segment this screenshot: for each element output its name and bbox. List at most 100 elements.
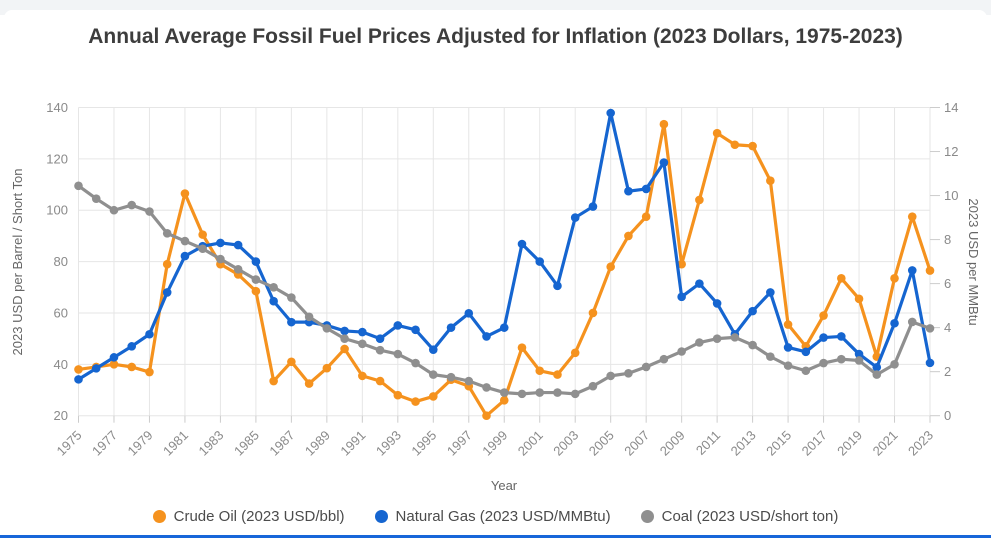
- data-point-crude-oil: [570, 348, 580, 358]
- x-tick-label: 2003: [550, 428, 581, 459]
- data-point-crude-oil: [748, 141, 757, 151]
- x-tick-label: 1987: [266, 428, 297, 459]
- y-tick-label-left: 100: [46, 203, 68, 218]
- data-point-coal: [659, 354, 669, 364]
- data-point-coal: [854, 356, 864, 365]
- data-point-natural-gas: [659, 158, 669, 167]
- x-tick-label: 2007: [621, 428, 652, 459]
- data-point-crude-oil: [287, 357, 296, 367]
- legend-label: Natural Gas (2023 USD/MMBtu): [395, 508, 611, 525]
- data-point-coal: [819, 358, 828, 368]
- data-point-coal: [677, 347, 686, 356]
- data-point-coal: [907, 317, 917, 327]
- y-tick-label-right: 2: [944, 364, 951, 379]
- data-point-coal: [624, 369, 633, 378]
- data-point-natural-gas: [482, 332, 491, 341]
- legend-swatch-icon: [640, 510, 654, 523]
- data-point-coal: [517, 389, 527, 399]
- data-point-crude-oil: [358, 371, 367, 381]
- data-point-coal: [588, 381, 598, 391]
- data-point-natural-gas: [570, 213, 580, 222]
- legend-item-coal[interactable]: Coal (2023 USD/short ton): [640, 508, 839, 525]
- data-point-coal: [428, 370, 438, 379]
- data-point-coal: [641, 362, 651, 372]
- data-point-natural-gas: [801, 347, 811, 357]
- data-point-natural-gas: [411, 325, 420, 335]
- data-point-crude-oil: [269, 376, 278, 386]
- data-point-coal: [606, 371, 615, 381]
- y-tick-label-left: 80: [54, 254, 68, 269]
- data-point-natural-gas: [677, 292, 686, 302]
- x-tick-label: 2019: [834, 428, 865, 459]
- data-point-natural-gas: [251, 257, 261, 266]
- data-point-coal: [925, 324, 935, 333]
- legend-label: Coal (2023 USD/short ton): [661, 508, 839, 525]
- data-point-crude-oil: [677, 259, 686, 269]
- left-axis-title: 2023 USD per Barrel / Short Ton: [10, 169, 25, 356]
- data-point-coal: [783, 361, 793, 370]
- data-point-crude-oil: [198, 230, 207, 239]
- data-point-natural-gas: [783, 343, 793, 352]
- chart-legend: Crude Oil (2023 USD/bbl) Natural Gas (202…: [0, 508, 991, 525]
- data-point-crude-oil: [641, 212, 651, 221]
- data-point-natural-gas: [854, 349, 864, 359]
- x-tick-label: 1993: [373, 428, 404, 459]
- data-point-crude-oil: [109, 360, 119, 369]
- data-point-coal: [570, 389, 580, 399]
- axis-ticks: 1975 1977 1979 1981 1983 1985 1987 1989 1991 1993…: [46, 100, 958, 459]
- y-tick-label-right: 12: [944, 144, 958, 159]
- data-point-natural-gas: [127, 342, 137, 351]
- y-tick-label-left: 140: [46, 100, 68, 115]
- x-tick-label: 1983: [195, 428, 226, 459]
- x-tick-label: 2017: [799, 428, 830, 459]
- data-point-natural-gas: [216, 238, 225, 248]
- data-point-crude-oil: [145, 367, 154, 377]
- data-point-coal: [712, 334, 722, 343]
- legend-item-natural-gas[interactable]: Natural Gas (2023 USD/MMBtu): [374, 508, 611, 525]
- data-point-coal: [801, 366, 811, 376]
- data-point-crude-oil: [74, 365, 83, 374]
- x-tick-label: 1989: [302, 428, 333, 459]
- data-point-coal: [109, 205, 119, 215]
- data-point-natural-gas: [358, 327, 367, 337]
- data-point-natural-gas: [624, 186, 633, 196]
- data-point-crude-oil: [730, 140, 740, 150]
- x-tick-label: 2001: [515, 428, 546, 459]
- data-point-crude-oil: [659, 119, 669, 129]
- data-point-natural-gas: [907, 266, 917, 275]
- legend-swatch-icon: [374, 510, 388, 523]
- data-point-coal: [499, 388, 509, 397]
- data-point-coal: [890, 360, 899, 369]
- data-point-natural-gas: [91, 364, 101, 373]
- x-tick-label: 2005: [586, 428, 617, 459]
- data-point-crude-oil: [854, 294, 864, 304]
- data-point-natural-gas: [819, 333, 828, 342]
- data-point-coal: [322, 324, 332, 333]
- data-point-coal: [304, 312, 314, 322]
- legend-item-crude-oil[interactable]: Crude Oil (2023 USD/bbl): [152, 508, 345, 525]
- data-point-coal: [74, 181, 83, 191]
- y-tick-label-right: 10: [944, 188, 958, 203]
- data-point-coal: [748, 340, 757, 350]
- data-point-natural-gas: [269, 296, 278, 306]
- data-point-coal: [464, 376, 474, 386]
- data-point-crude-oil: [428, 392, 438, 401]
- data-point-natural-gas: [748, 306, 757, 316]
- x-tick-label: 2009: [657, 428, 688, 459]
- y-tick-label-right: 8: [944, 232, 951, 247]
- data-point-coal: [872, 370, 882, 379]
- data-point-crude-oil: [695, 195, 704, 205]
- data-point-natural-gas: [588, 202, 598, 211]
- data-point-natural-gas: [375, 334, 385, 343]
- data-point-natural-gas: [162, 288, 172, 297]
- data-point-crude-oil: [162, 259, 172, 269]
- data-point-natural-gas: [872, 362, 882, 372]
- bottom-accent-bar: [0, 535, 991, 538]
- data-point-crude-oil: [251, 286, 261, 296]
- data-point-natural-gas: [464, 309, 474, 318]
- x-tick-label: 2023: [905, 428, 936, 459]
- data-point-natural-gas: [145, 329, 154, 339]
- data-point-coal: [446, 372, 456, 382]
- x-tick-label: 1979: [125, 428, 156, 459]
